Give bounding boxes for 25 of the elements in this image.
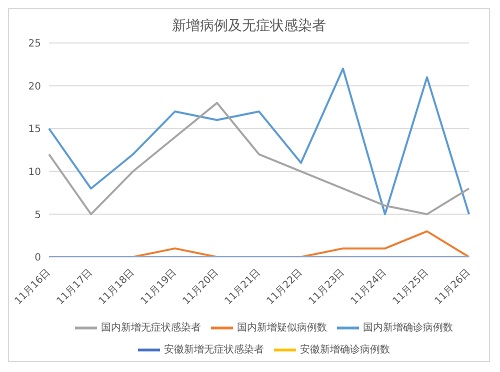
chart-title: 新增病例及无症状感染者 — [171, 17, 327, 36]
x-tick-label: 11月17日 — [54, 267, 95, 308]
x-tick-label: 11月16日 — [12, 267, 53, 308]
x-tick-label: 11月18日 — [96, 267, 137, 308]
y-tick-label: 5 — [34, 210, 41, 221]
legend-label: 安徽新增无症状感染者 — [164, 344, 264, 356]
legend-label: 国内新增确诊病例数 — [363, 322, 453, 334]
y-tick-label: 10 — [28, 166, 41, 178]
x-tick-label: 11月21日 — [222, 267, 263, 308]
y-tick-label: 15 — [28, 124, 41, 136]
y-tick-label: 25 — [28, 38, 41, 50]
y-tick-label: 20 — [28, 81, 41, 92]
x-tick-label: 11月22日 — [264, 267, 305, 308]
x-tick-label: 11月24日 — [348, 267, 389, 308]
x-tick-label: 11月23日 — [306, 267, 347, 308]
line-series — [48, 102, 470, 216]
x-tick-label: 11月26日 — [432, 267, 473, 308]
x-tick-label: 11月20日 — [180, 267, 221, 308]
x-tick-label: 11月25日 — [390, 267, 431, 308]
legend-label: 国内新增无症状感染者 — [101, 322, 201, 334]
legend-label: 安徽新增确诊病例数 — [300, 344, 390, 356]
x-tick-label: 11月19日 — [138, 267, 179, 308]
legend-label: 国内新增疑似病例数 — [237, 322, 327, 334]
y-tick-label: 0 — [34, 252, 41, 264]
line-series — [48, 68, 470, 216]
